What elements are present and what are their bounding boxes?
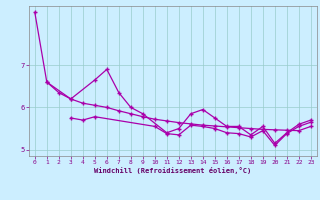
X-axis label: Windchill (Refroidissement éolien,°C): Windchill (Refroidissement éolien,°C) xyxy=(94,167,252,174)
